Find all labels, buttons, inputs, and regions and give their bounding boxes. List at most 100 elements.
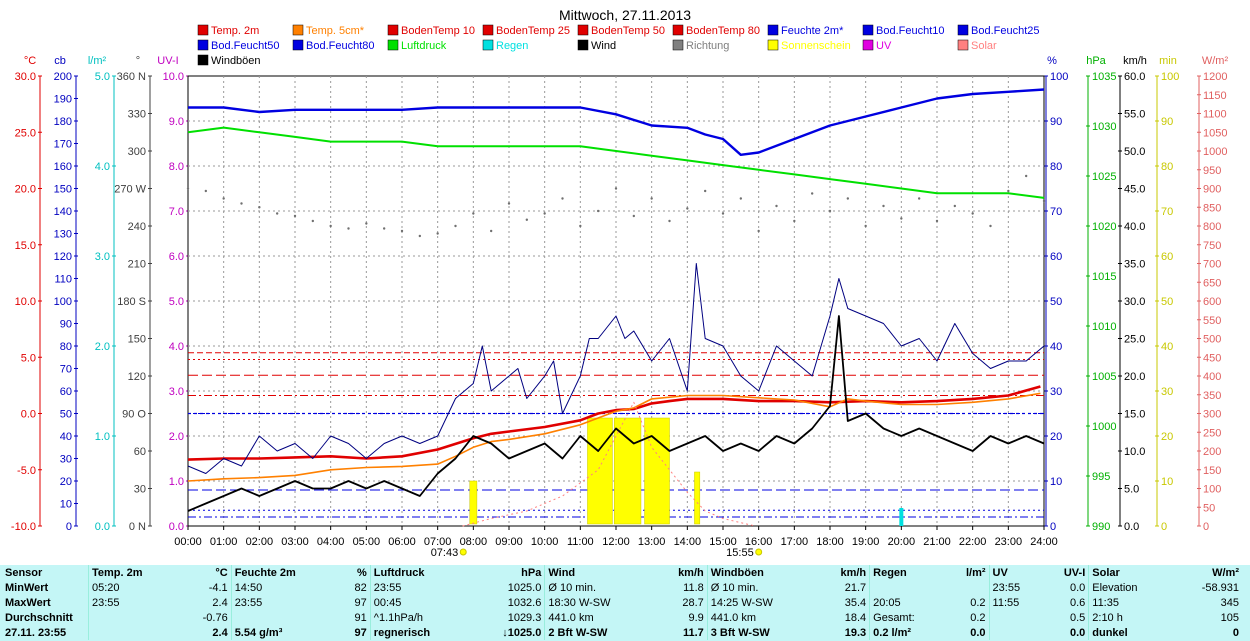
stats-cell: 18.4 [844,611,867,624]
stats-cell: 2 Bft W-SW [544,625,656,640]
x-tick-label: 18:00 [816,536,844,548]
direction-point [793,219,796,223]
axes: °C 30.0 25.0 20.0 15.0 10.0 5.0 0.0 -5.0 -10.0 cb 2… [11,55,1229,533]
legend-label: Bod.Feucht80 [306,40,375,52]
tick-label: 20.0 [15,184,36,196]
x-tick-label: 09:00 [495,536,523,548]
tick-label: 1000 [1092,421,1116,433]
tick-label: 20.0 [1124,371,1145,383]
tick-label: 950 [1203,165,1221,177]
tick-label: 60 [1161,251,1173,263]
x-tick-label: 15:00 [709,536,737,548]
direction-point [240,202,243,205]
direction-point [686,207,689,210]
tick-label: 140 [54,206,72,218]
tick-label: 100 [1161,71,1179,83]
tick-label: 990 [1092,521,1110,533]
direction-point [1042,199,1046,203]
stats-cell: 91 [354,611,367,624]
x-tick-label: 06:00 [388,536,416,548]
stats-cell: Feuchte 2m [230,565,341,580]
x-tick-label: 23:00 [995,536,1023,548]
legend-swatch [957,24,969,36]
tick-label: 350 [1203,390,1221,402]
tick-label: 9.0 [169,116,184,128]
tick-label: 80 [1050,161,1062,173]
axis-label: l/m² [88,55,107,67]
tick-label: 130 [54,229,72,241]
tick-label: 90 O [122,409,146,421]
direction-point [989,224,992,228]
legend-swatch [387,24,399,36]
tick-label: 80 [60,341,72,353]
axis-solar: W/m²120011501100105010009509008508007507… [1197,55,1228,533]
tick-label: 40.0 [1124,221,1145,233]
x-tick-label: 01:00 [210,536,238,548]
tick-label: 120 [128,371,146,383]
tick-label: 8.0 [169,161,184,173]
stats-cell [230,610,341,625]
tick-label: 10 [60,499,72,511]
tick-label: 850 [1203,202,1221,214]
tick-label: 150 [54,184,72,196]
stats-cell: Durchschnitt [5,611,73,624]
tick-label: 50 [1161,296,1173,308]
tick-label: 70 [1050,206,1062,218]
tick-label: 4.0 [95,161,110,173]
tick-label: 100 [1203,484,1221,496]
x-tick-label: 12:00 [602,536,630,548]
tick-label: 25.0 [1124,334,1145,346]
direction-point [882,204,885,208]
series-line [187,315,1045,512]
direction-point [614,187,618,190]
tick-label: 500 [1203,334,1221,346]
stats-cell: 82 [354,581,367,594]
tick-label: 1020 [1092,221,1116,233]
stats-cell: Temp. 2m [88,565,181,580]
axis-label: °C [24,55,36,67]
tick-label: 240 [128,221,146,233]
legend-item: Bod.Feucht80 [292,39,375,52]
legend-label: BodenTemp 10 [401,25,475,37]
tick-label: 100 [54,296,72,308]
tick-label: 30.0 [15,71,36,83]
tick-label: 995 [1092,471,1110,483]
legend-label: Bod.Feucht10 [876,25,945,37]
stats-cell: 27.11. 23:55 [5,626,67,639]
legend-item: BodenTemp 50 [577,24,665,37]
direction-point [596,209,600,213]
x-tick-label: 00:00 [174,536,202,548]
legend-label: Windböen [211,55,261,67]
tick-label: 800 [1203,221,1221,233]
stats-cell: 441.0 km [706,610,818,625]
stats-cell: 20:05 [869,595,948,610]
tick-label: 550 [1203,315,1221,327]
direction-point [347,227,350,230]
tick-label: 3.0 [95,251,110,263]
stats-cell: UV-I [1063,566,1086,579]
direction-point [1007,189,1010,193]
tick-label: 1200 [1203,71,1227,83]
tick-label: 60.0 [1124,71,1145,83]
series-line [187,263,1045,474]
legend-swatch [767,24,779,36]
tick-label: 30 [60,454,72,466]
stats-cell: Wind [544,565,656,580]
tick-label: 10 [1161,476,1173,488]
tick-label: 20 [1161,431,1173,443]
stats-row: MaxWert 23:55 2.4 23:55 97 00:45 1032.6 18:30 W… [2,595,1242,610]
sunrise-marker [459,548,467,556]
stats-cell: 18:30 W-SW [544,595,656,610]
tick-label: 0 [1050,521,1056,533]
tick-label: 0 [1203,521,1209,533]
legend-label: Temp. 5cm* [306,25,365,37]
stats-cell: 5.54 g/m³ [230,625,341,640]
tick-label: 45.0 [1124,184,1145,196]
tick-label: -5.0 [17,465,36,477]
axis-dir: ° 360 N 330 300 270 W 240 210 180 S 150 120 90 O 60… [114,55,152,533]
stats-cell: Sensor [5,566,43,579]
tick-label: 1.0 [95,431,110,443]
x-tick-label: 13:00 [638,536,666,548]
x-tick-label: 07:00 [424,536,452,548]
direction-point [935,219,939,223]
